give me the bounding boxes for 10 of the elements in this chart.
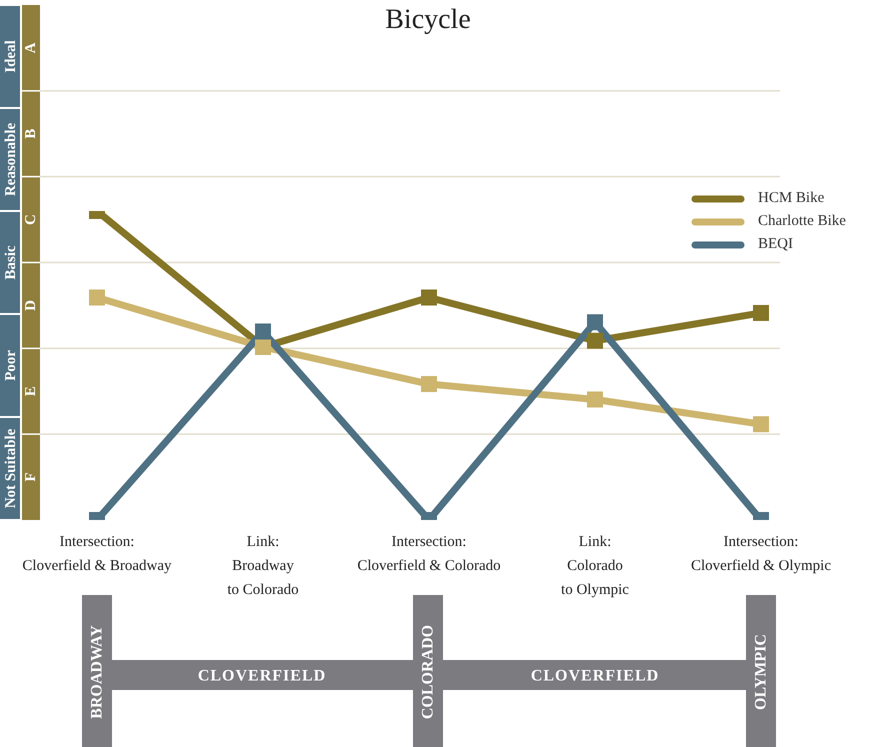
x-tick-label: Intersection: Cloverfield & Broadway xyxy=(22,534,172,574)
legend-label: Charlotte Bike xyxy=(758,213,846,230)
x-tick-label: Link: Broadway to Colorado xyxy=(227,534,299,598)
x-tick-label: Link: Colorado to Olympic xyxy=(561,534,630,598)
rating-scale-column: A B C D E F Ideal Reasonable Basic Poor Not Suitable xyxy=(0,5,40,520)
chart-title: Bicycle xyxy=(384,4,472,36)
x-tick-label: Intersection: Cloverfield & Olympic xyxy=(691,534,832,574)
legend-label: HCM Bike xyxy=(758,190,824,207)
legend-label: BEQI xyxy=(758,236,793,253)
x-tick-label: Intersection: Cloverfield & Colorado xyxy=(357,534,501,574)
